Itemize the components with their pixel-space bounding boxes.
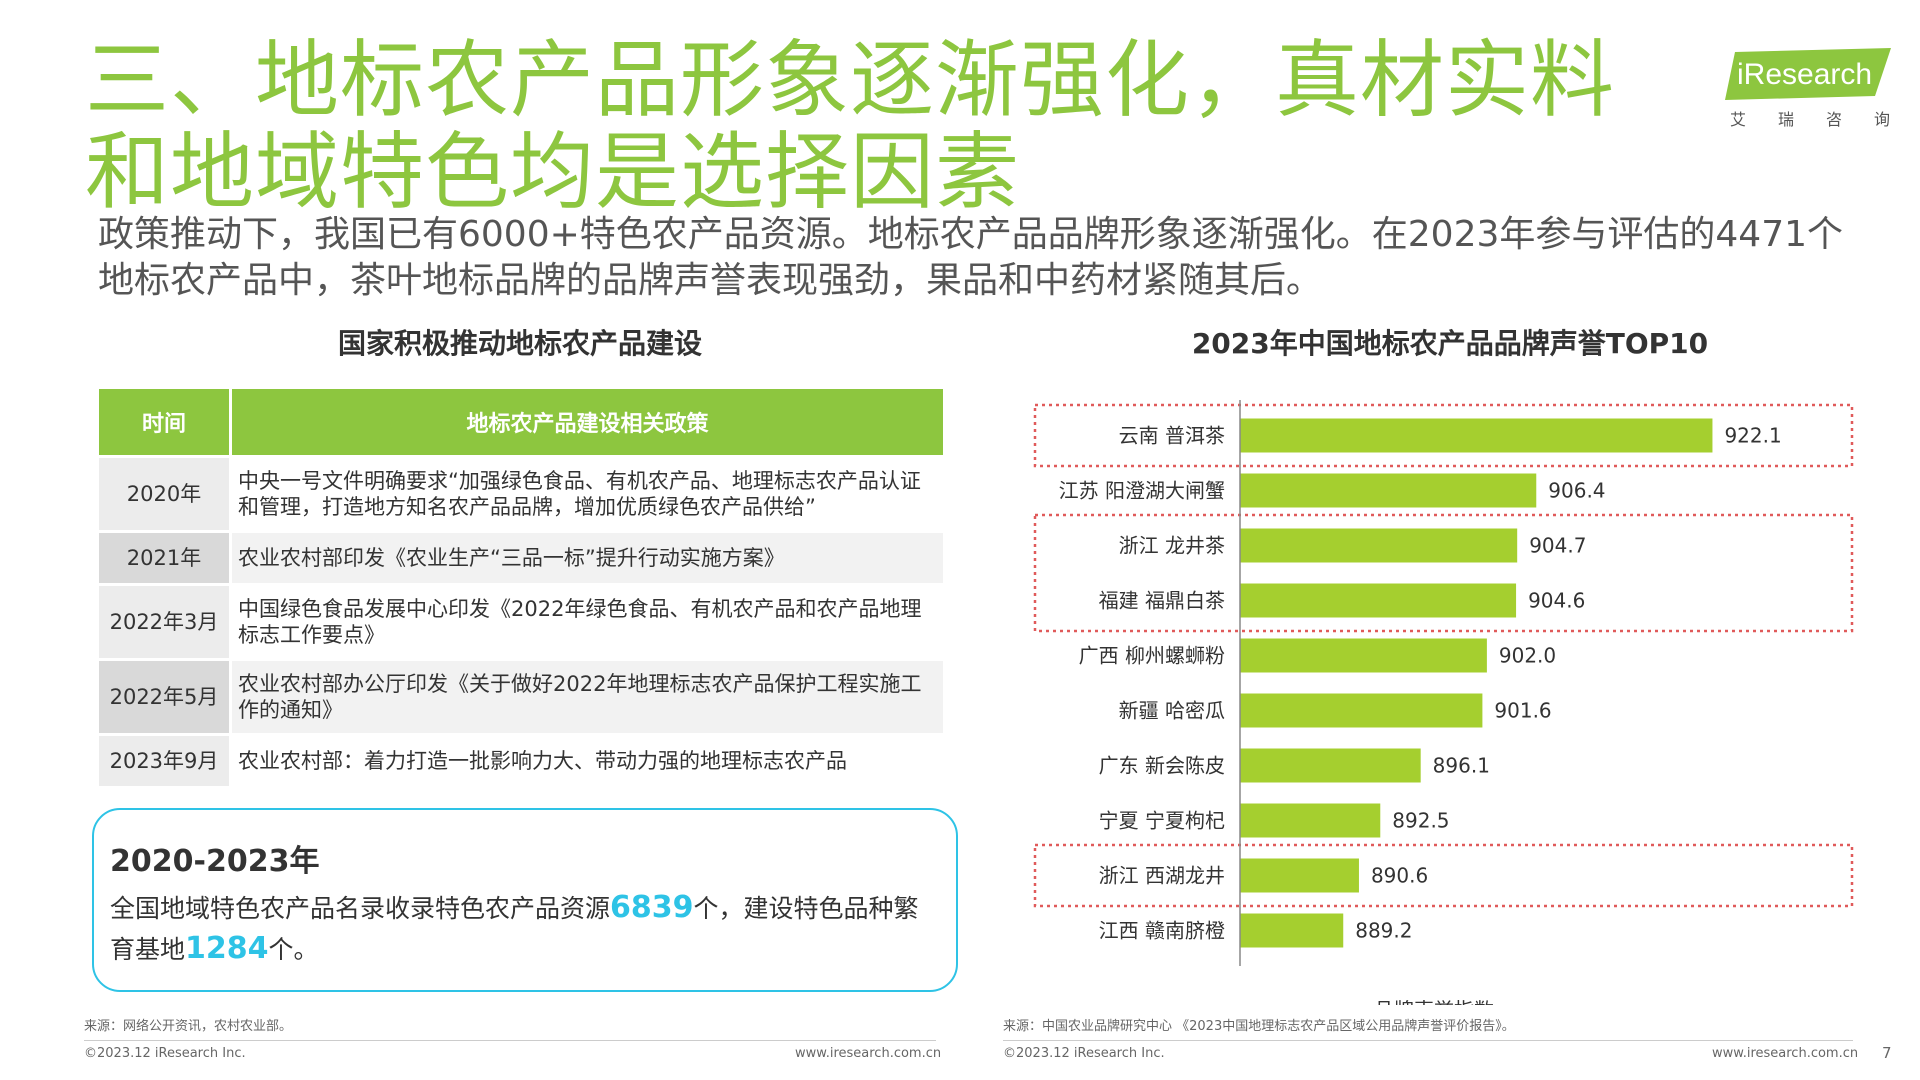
- table-cell-year: 2020年: [99, 458, 229, 530]
- category-label: 新疆 哈密瓜: [1119, 699, 1225, 723]
- bar: [1240, 418, 1713, 453]
- bar: [1240, 473, 1537, 508]
- value-label: 906.4: [1548, 479, 1605, 503]
- table-row: 2022年5月 农业农村部办公厅印发《关于做好2022年地理标志农产品保护工程实…: [99, 661, 943, 733]
- table-row: 2022年3月 中国绿色食品发展中心印发《2022年绿色食品、有机农产品和农产品…: [99, 586, 943, 658]
- value-label: 889.2: [1355, 919, 1412, 943]
- category-label: 江西 赣南脐橙: [1099, 919, 1225, 943]
- value-label: 904.6: [1528, 589, 1585, 613]
- table-header-time: 时间: [99, 389, 229, 455]
- iresearch-logo: iResearch: [1725, 48, 1891, 100]
- stat-number-bases: 1284: [185, 931, 269, 966]
- table-cell-policy: 农业农村部办公厅印发《关于做好2022年地理标志农产品保护工程实施工作的通知》: [232, 661, 943, 733]
- table-row: 2020年 中央一号文件明确要求“加强绿色食品、有机农产品、地理标志农产品认证和…: [99, 458, 943, 530]
- website-link-left[interactable]: www.iresearch.com.cn: [795, 1046, 942, 1061]
- logo-subtitle: 艾 瑞 咨 询: [1730, 110, 1890, 129]
- bar: [1240, 803, 1381, 838]
- logo-text: iResearch: [1737, 58, 1872, 91]
- value-label: 890.6: [1371, 864, 1428, 888]
- source-note-right: 来源：中国农业品牌研究中心 《2023中国地理标志农产品区域公用品牌声誉评价报告…: [1003, 1019, 1515, 1034]
- bar: [1240, 528, 1518, 563]
- table-cell-year: 2022年3月: [99, 586, 229, 658]
- table-header-policy: 地标农产品建设相关政策: [232, 389, 943, 455]
- page-title: 三、地标农产品形象逐渐强化，真材实料和地域特色均是选择因素: [85, 31, 1616, 221]
- category-label: 江苏 阳澄湖大闸蟹: [1059, 479, 1225, 503]
- table-cell-policy: 中国绿色食品发展中心印发《2022年绿色食品、有机农产品和农产品地理标志工作要点…: [232, 586, 943, 658]
- value-label: 896.1: [1433, 754, 1490, 778]
- policy-section-heading: 国家积极推动地标农产品建设: [337, 327, 702, 360]
- bar: [1240, 638, 1487, 673]
- source-note-left: 来源：网络公开资讯，农村农业部。: [84, 1019, 293, 1034]
- bar: [1240, 583, 1517, 618]
- table-header-row: 时间 地标农产品建设相关政策: [99, 389, 943, 455]
- stat-number-resources: 6839: [610, 890, 694, 925]
- value-label: 902.0: [1499, 644, 1556, 668]
- highlight-box: [1033, 843, 1854, 908]
- copyright-right: ©2023.12 iResearch Inc.: [1003, 1046, 1165, 1061]
- category-label: 浙江 西湖龙井: [1099, 864, 1225, 888]
- brand-reputation-bar-chart: 云南 普洱茶 922.1 江苏 阳澄湖大闸蟹 906.4 浙江 龙井茶 904.7 福建 福…: [1033, 400, 1854, 1005]
- table-cell-year: 2023年9月: [99, 736, 229, 786]
- category-label: 广西 柳州螺蛳粉: [1079, 644, 1225, 668]
- stat-callout-box: [92, 808, 958, 992]
- value-label: 901.6: [1494, 699, 1551, 723]
- value-label: 892.5: [1392, 809, 1449, 833]
- footer-divider-left: [84, 1040, 936, 1041]
- value-label: 922.1: [1724, 424, 1781, 448]
- bar: [1240, 748, 1421, 783]
- highlight-box: [1033, 513, 1854, 633]
- table-cell-policy: 农业农村部：着力打造一批影响力大、带动力强的地理标志农产品: [232, 736, 943, 786]
- chart-title: 2023年中国地标农产品品牌声誉TOP10: [1191, 327, 1709, 360]
- table-row: 2021年 农业农村部印发《农业生产“三品一标”提升行动实施方案》: [99, 533, 943, 583]
- footer-divider-right: [1003, 1040, 1853, 1041]
- website-link-right[interactable]: www.iresearch.com.cn: [1712, 1046, 1859, 1061]
- copyright-left: ©2023.12 iResearch Inc.: [84, 1046, 246, 1061]
- table-cell-year: 2021年: [99, 533, 229, 583]
- table-cell-policy: 中央一号文件明确要求“加强绿色食品、有机农产品、地理标志农产品认证和管理，打造地…: [232, 458, 943, 530]
- category-label: 广东 新会陈皮: [1099, 754, 1225, 778]
- table-row: 2023年9月 农业农村部：着力打造一批影响力大、带动力强的地理标志农产品: [99, 736, 943, 786]
- table-cell-year: 2022年5月: [99, 661, 229, 733]
- stat-text: 全国地域特色农产品名录收录特色农产品资源6839个，建设特色品种繁育基地1284…: [110, 890, 919, 966]
- highlight-box: [1033, 403, 1854, 468]
- bar: [1240, 913, 1344, 948]
- value-label: 904.7: [1529, 534, 1586, 558]
- table-cell-policy: 农业农村部印发《农业生产“三品一标”提升行动实施方案》: [232, 533, 943, 583]
- page-subtitle: 政策推动下，我国已有6000+特色农产品资源。地标农产品品牌形象逐渐强化。在20…: [98, 214, 1844, 301]
- category-label: 宁夏 宁夏枸杞: [1099, 809, 1225, 833]
- page-number: 7: [1882, 1044, 1892, 1062]
- category-label: 云南 普洱茶: [1119, 424, 1225, 448]
- bar: [1240, 693, 1483, 728]
- stat-year: 2020-2023年: [110, 844, 320, 879]
- bar: [1240, 858, 1359, 893]
- category-label: 福建 福鼎白茶: [1099, 589, 1225, 613]
- legend-label: 品牌声誉指数: [1374, 998, 1494, 1005]
- policy-table: 时间 地标农产品建设相关政策 2020年 中央一号文件明确要求“加强绿色食品、有…: [96, 386, 946, 789]
- category-label: 浙江 龙井茶: [1119, 534, 1225, 558]
